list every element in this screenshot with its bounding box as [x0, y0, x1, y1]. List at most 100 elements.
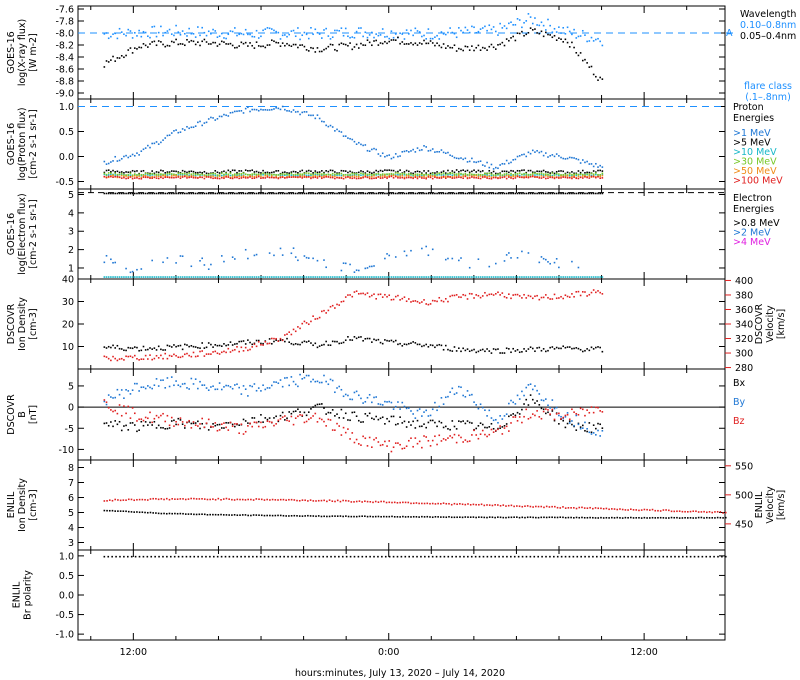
- data-point: [386, 35, 388, 38]
- data-point: [303, 376, 306, 379]
- data-point: [125, 355, 127, 358]
- data-point: [177, 423, 180, 426]
- data-point: [403, 174, 406, 176]
- data-point: [305, 111, 308, 113]
- data-point: [464, 26, 467, 29]
- data-point: [342, 34, 345, 37]
- data-point: [373, 147, 375, 150]
- data-point: [340, 408, 343, 411]
- data-point: [357, 47, 360, 49]
- data-point: [371, 175, 373, 178]
- data-point: [321, 50, 323, 53]
- data-point: [408, 439, 410, 442]
- y-axis-label: GOES-16 log(Proton flux) [cm-2 s-1 sr-1]: [6, 107, 39, 180]
- data-point: [142, 174, 145, 176]
- data-point: [175, 380, 177, 382]
- data-point: [318, 316, 321, 319]
- data-point: [440, 173, 443, 175]
- data-point: [538, 170, 541, 173]
- data-point: [331, 172, 334, 175]
- data-point: [321, 120, 323, 123]
- data-point: [294, 343, 297, 345]
- data-point: [190, 513, 192, 515]
- data-point: [451, 257, 454, 260]
- data-point: [431, 439, 434, 442]
- data-point: [224, 555, 227, 558]
- data-point: [542, 192, 545, 195]
- data-point: [310, 26, 312, 29]
- data-point: [353, 391, 356, 394]
- data-point: [301, 378, 304, 380]
- data-point: [138, 498, 141, 501]
- data-point: [251, 346, 254, 348]
- data-point: [203, 426, 206, 429]
- data-point: [103, 172, 106, 175]
- data-point: [225, 426, 227, 429]
- data-point: [315, 515, 317, 518]
- data-point: [551, 31, 554, 34]
- data-point: [225, 173, 227, 176]
- data-point: [555, 276, 558, 278]
- data-point: [253, 254, 256, 257]
- data-point: [447, 172, 449, 175]
- data-point: [658, 555, 661, 558]
- data-point: [312, 378, 314, 381]
- data-point: [611, 555, 614, 558]
- data-point: [222, 498, 225, 500]
- data-point: [555, 406, 558, 409]
- data-point: [188, 176, 190, 179]
- data-point: [307, 174, 310, 177]
- data-point: [438, 296, 441, 299]
- data-point: [368, 436, 371, 439]
- data-point: [116, 173, 119, 176]
- data-point: [590, 163, 593, 165]
- data-point: [534, 385, 536, 387]
- data-point: [342, 135, 345, 137]
- data-point: [436, 171, 438, 173]
- data-point: [475, 276, 478, 278]
- data-point: [364, 515, 366, 518]
- data-point: [480, 503, 483, 506]
- data-point: [437, 502, 439, 505]
- data-point: [449, 175, 451, 178]
- data-point: [507, 516, 510, 519]
- data-point: [481, 46, 484, 49]
- data-point: [227, 169, 230, 172]
- data-point: [575, 52, 578, 54]
- data-point: [508, 293, 510, 295]
- data-point: [144, 44, 147, 47]
- data-point: [329, 276, 332, 278]
- data-point: [236, 173, 238, 176]
- data-point: [257, 174, 260, 177]
- data-point: [399, 192, 401, 195]
- data-point: [125, 54, 127, 57]
- data-point: [310, 380, 312, 383]
- data-point: [463, 555, 465, 558]
- data-point: [249, 276, 251, 278]
- data-point: [162, 173, 164, 176]
- data-point: [231, 425, 234, 427]
- data-point: [497, 516, 499, 518]
- data-point: [534, 17, 536, 19]
- data-point: [234, 343, 236, 345]
- data-point: [353, 36, 356, 39]
- data-point: [542, 408, 545, 411]
- data-point: [416, 300, 419, 303]
- data-point: [468, 177, 471, 179]
- data-point: [399, 32, 401, 35]
- data-point: [153, 357, 156, 360]
- data-point: [347, 35, 349, 38]
- data-point: [266, 176, 269, 178]
- data-point: [540, 21, 543, 24]
- data-point: [129, 174, 132, 176]
- data-point: [103, 500, 106, 502]
- data-point: [527, 418, 530, 420]
- data-point: [545, 173, 547, 175]
- data-point: [329, 419, 332, 421]
- data-point: [526, 516, 529, 519]
- y-tick-label: 30: [62, 297, 74, 308]
- data-point: [573, 347, 575, 350]
- data-point: [220, 174, 223, 177]
- data-point: [216, 171, 219, 174]
- data-point: [486, 177, 488, 179]
